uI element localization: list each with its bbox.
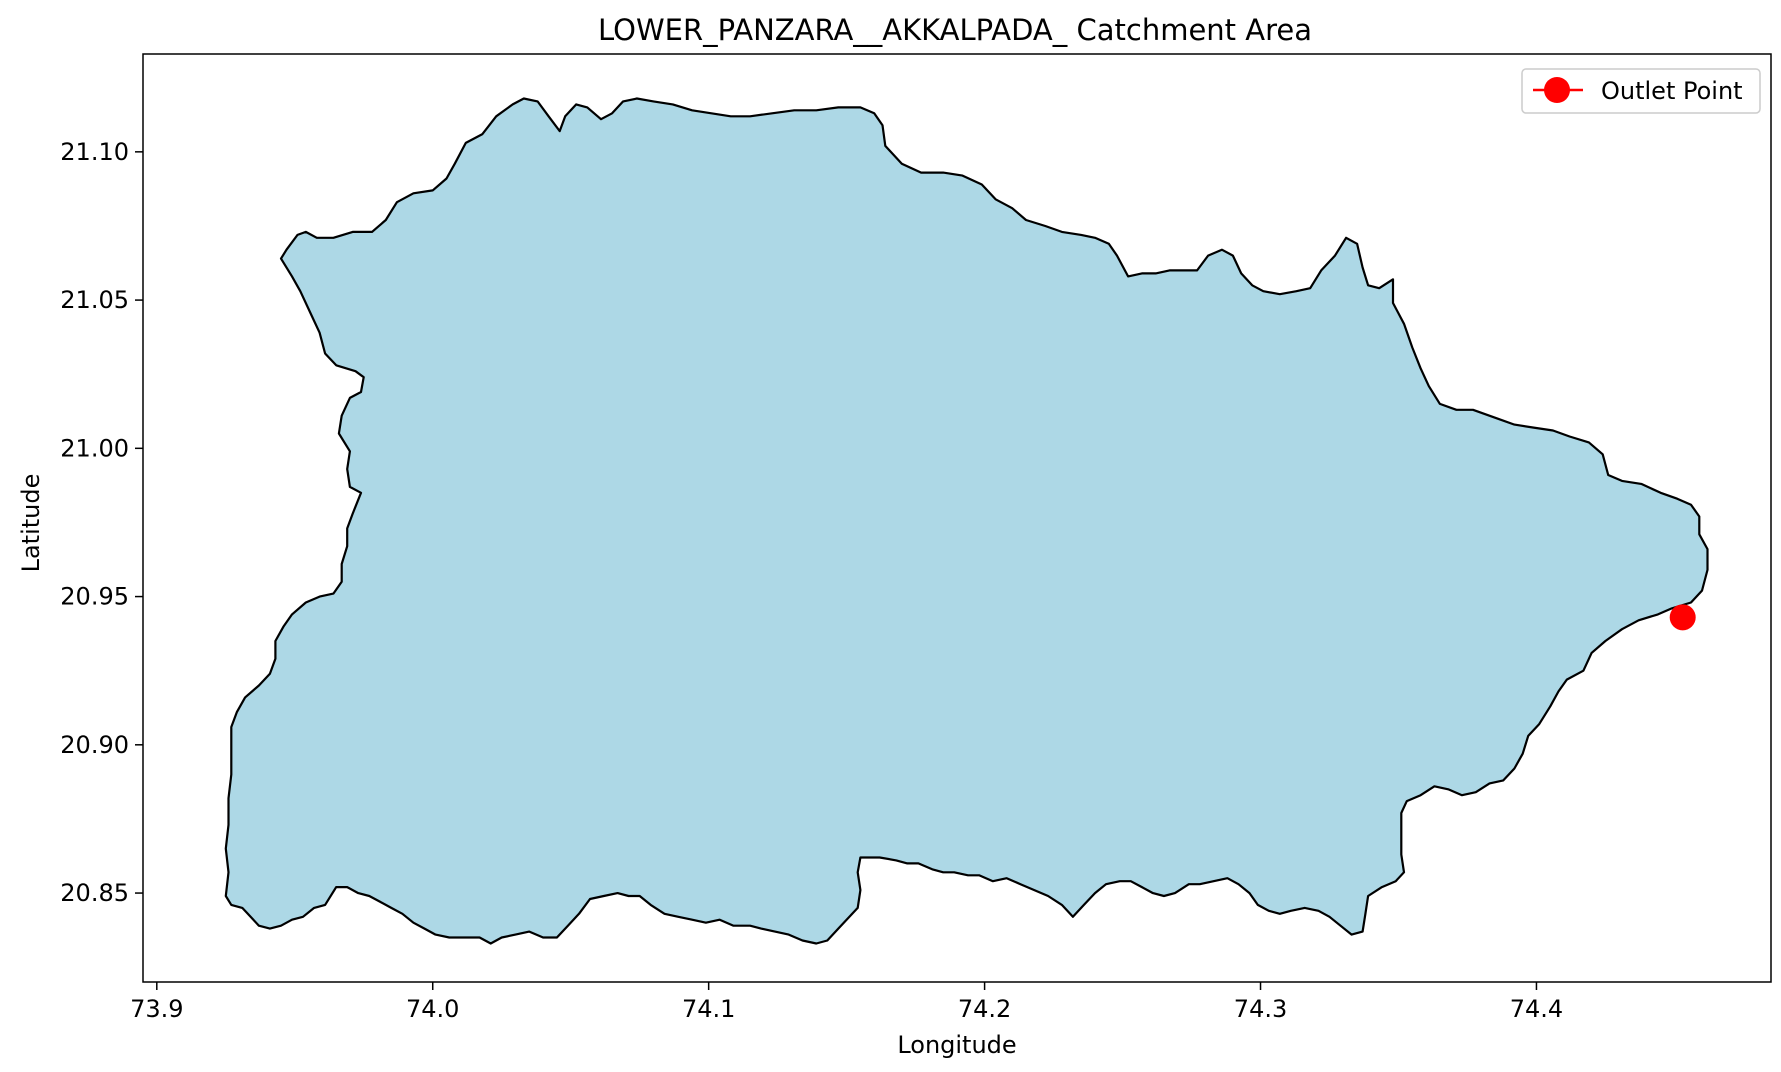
y-tick-label: 21.00 — [60, 434, 129, 462]
x-tick-label: 73.9 — [130, 995, 183, 1023]
y-axis-label: Latitude — [17, 474, 45, 573]
x-tick-label: 74.0 — [406, 995, 459, 1023]
x-tick-label: 74.1 — [682, 995, 735, 1023]
outlet-layer — [1669, 604, 1696, 631]
x-tick-label: 74.4 — [1510, 995, 1563, 1023]
legend-outlet-marker — [1544, 77, 1570, 103]
x-tick-label: 74.3 — [1234, 995, 1287, 1023]
legend: Outlet Point — [1521, 68, 1761, 114]
x-axis-ticks: 73.9 74.0 74.1 74.2 74.3 74.4 — [130, 982, 1563, 1023]
plot-frame — [142, 53, 1772, 983]
y-axis-ticks: 20.85 20.90 20.95 21.00 21.05 21.10 — [60, 138, 143, 907]
plot-area — [142, 53, 1772, 983]
y-tick-label: 20.90 — [60, 731, 129, 759]
x-axis-label: Longitude — [897, 1031, 1016, 1059]
y-tick-label: 21.10 — [60, 138, 129, 166]
legend-frame — [1521, 68, 1761, 114]
y-tick-label: 20.85 — [60, 879, 129, 907]
x-tick-label: 74.2 — [958, 995, 1011, 1023]
legend-entry-outlet-point: Outlet Point — [1601, 77, 1743, 105]
y-tick-label: 20.95 — [60, 583, 129, 611]
outlet-point-marker — [1669, 604, 1696, 631]
catchment-area-polygon — [224, 97, 1709, 945]
y-tick-label: 21.05 — [60, 286, 129, 314]
chart-title: LOWER_PANZARA__AKKALPADA_ Catchment Area — [598, 13, 1312, 47]
